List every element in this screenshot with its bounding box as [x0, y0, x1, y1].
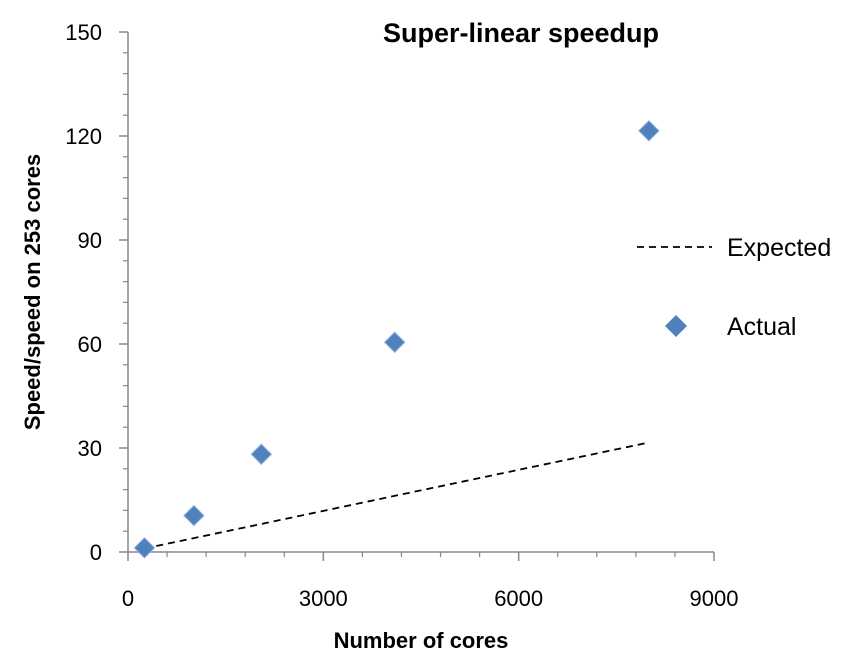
x-tick-label: 3000: [299, 586, 348, 611]
y-tick-label: 90: [78, 228, 102, 253]
legend-actual-label: Actual: [727, 313, 796, 341]
actual-data-point: [639, 121, 659, 141]
actual-data-point: [385, 332, 405, 352]
y-tick-label: 0: [90, 540, 102, 565]
y-axis-ticks: 0 30 60 90 120 150: [65, 20, 128, 565]
x-axis-title: Number of cores: [334, 628, 509, 653]
legend-expected-label: Expected: [727, 234, 831, 262]
actual-data-point: [184, 506, 204, 526]
axes: [128, 32, 714, 552]
actual-data-point: [251, 444, 271, 464]
x-tick-label: 9000: [690, 586, 739, 611]
series-layer: [134, 121, 658, 558]
actual-data-point: [134, 538, 154, 558]
x-tick-label: 6000: [494, 586, 543, 611]
speedup-chart: Super-linear speedup 0 3000 6000 9000 0 30 60…: [0, 0, 868, 664]
y-tick-label: 150: [65, 20, 102, 45]
x-tick-label: 0: [122, 586, 134, 611]
legend: Expected Actual: [637, 234, 831, 341]
y-tick-label: 30: [78, 436, 102, 461]
legend-actual-swatch: [665, 315, 687, 337]
x-axis-ticks: 0 3000 6000 9000: [122, 552, 739, 611]
y-tick-label: 60: [78, 332, 102, 357]
chart-title: Super-linear speedup: [383, 18, 659, 48]
y-tick-label: 120: [65, 124, 102, 149]
expected-series-line: [145, 443, 649, 549]
y-axis-title: Speed/speed on 253 cores: [20, 154, 45, 430]
